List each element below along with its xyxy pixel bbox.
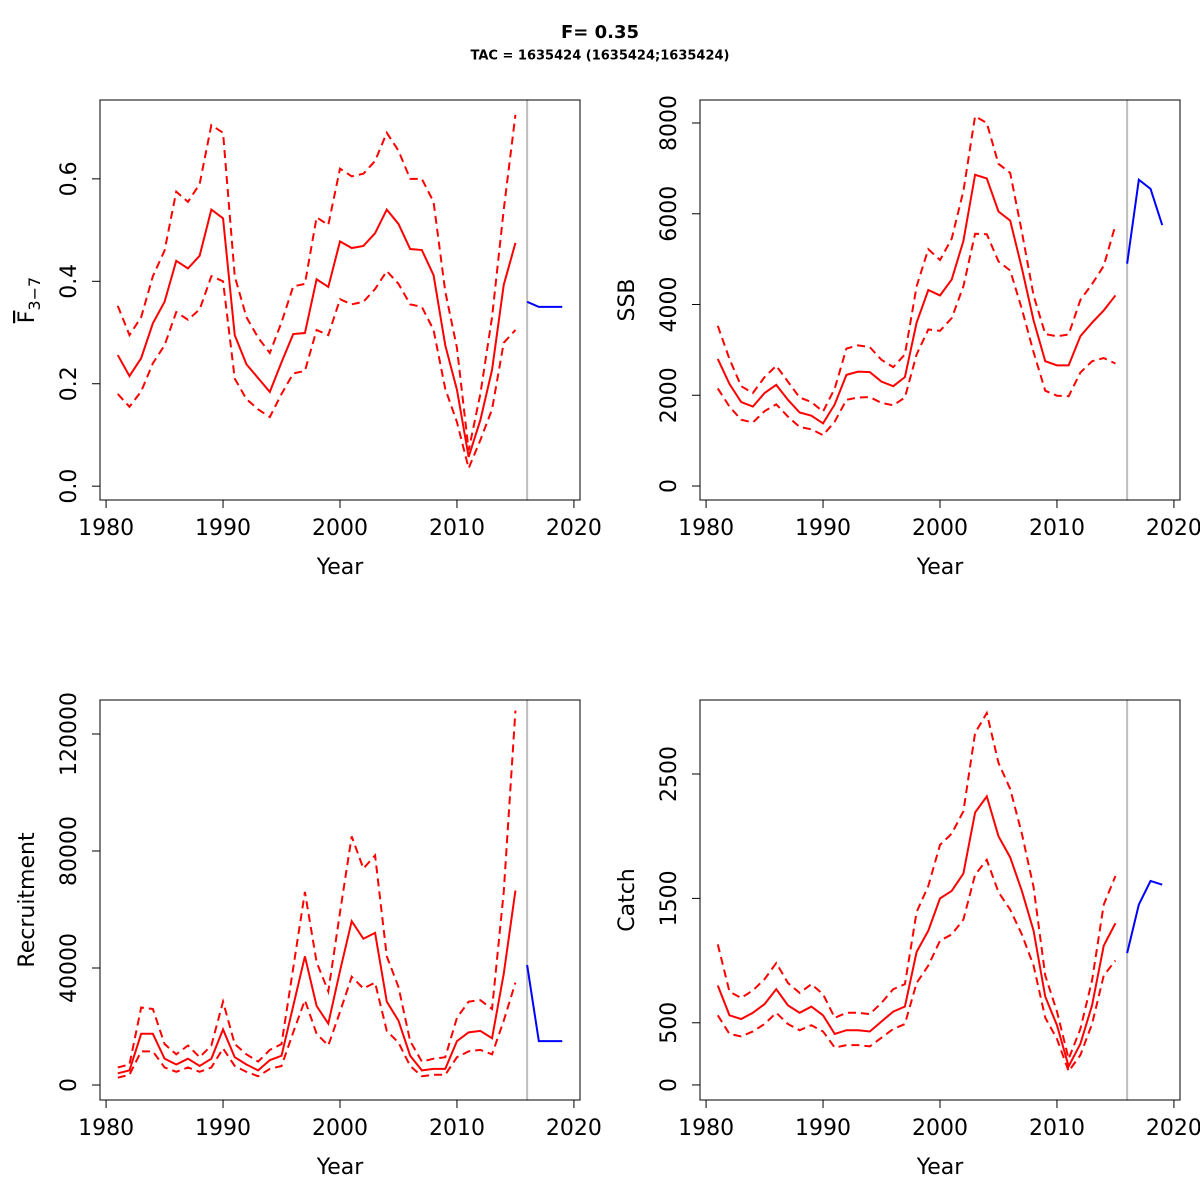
- y-axis-label: Catch: [615, 868, 640, 932]
- y-tick-label: 40000: [57, 933, 82, 1003]
- y-axis-label: F3−7: [15, 277, 44, 323]
- x-tick-label: 1980: [78, 516, 134, 541]
- x-tick-label: 1980: [678, 1116, 734, 1141]
- x-tick-label: 1990: [195, 1116, 251, 1141]
- y-axis-label-main: F: [15, 311, 40, 324]
- y-axis-label-main: Catch: [615, 868, 640, 932]
- x-tick-label: 1980: [78, 1116, 134, 1141]
- plot-frame: [699, 699, 1181, 1101]
- x-tick-label: 1980: [678, 516, 734, 541]
- y-axis-label-sub: 3−7: [25, 277, 44, 311]
- x-tick-label: 2000: [312, 1116, 368, 1141]
- x-tick-label: 2010: [429, 1116, 485, 1141]
- series-line: [1126, 177, 1164, 264]
- x-tick-label: 2010: [1029, 516, 1085, 541]
- x-axis-label: Year: [316, 555, 365, 580]
- x-tick-label: 2010: [429, 516, 485, 541]
- y-tick-label: 2500: [657, 746, 682, 802]
- series-line: [116, 207, 517, 458]
- y-tick-label: 0.6: [57, 161, 82, 196]
- series-line: [716, 710, 1117, 1063]
- series-line: [716, 794, 1117, 1069]
- x-tick-label: 2020: [546, 516, 602, 541]
- y-tick-label: 0.0: [57, 469, 82, 504]
- plot-frame: [699, 99, 1181, 501]
- series-line: [117, 269, 517, 472]
- y-tick-label: 0.4: [57, 264, 82, 299]
- y-tick-label: 0: [657, 1078, 682, 1092]
- plot-frame: [99, 699, 581, 1101]
- x-tick-label: 2020: [1146, 1116, 1200, 1141]
- y-axis-label: SSB: [615, 278, 640, 321]
- x-tick-label: 2020: [546, 1116, 602, 1141]
- series-line: [117, 974, 517, 1079]
- y-axis-label-main: Recruitment: [15, 832, 40, 968]
- y-tick-label: 8000: [657, 95, 682, 151]
- series-line: [117, 890, 517, 1075]
- series-line: [526, 300, 563, 308]
- x-axis-label: Year: [916, 555, 965, 580]
- x-tick-label: 1990: [195, 516, 251, 541]
- y-tick-label: 120000: [57, 692, 82, 776]
- x-tick-label: 2000: [912, 1116, 968, 1141]
- series-line: [716, 173, 1117, 425]
- x-tick-label: 2000: [312, 516, 368, 541]
- chart-title: F= 0.35: [561, 22, 639, 43]
- x-axis-label: Year: [316, 1155, 365, 1180]
- series-line: [716, 232, 1116, 437]
- x-tick-label: 2010: [1029, 1116, 1085, 1141]
- y-tick-label: 0.2: [57, 366, 82, 401]
- x-tick-label: 1990: [795, 1116, 851, 1141]
- y-tick-label: 0: [57, 1078, 82, 1092]
- x-tick-label: 1990: [795, 516, 851, 541]
- y-tick-label: 4000: [657, 277, 682, 333]
- y-tick-label: 2000: [657, 367, 682, 423]
- x-tick-label: 2000: [912, 516, 968, 541]
- chart-subtitle: TAC = 1635424 (1635424;1635424): [471, 49, 730, 64]
- y-tick-label: 6000: [657, 186, 682, 242]
- x-axis-label: Year: [916, 1155, 965, 1180]
- series-line: [526, 964, 563, 1043]
- series-line: [117, 710, 517, 1069]
- x-tick-label: 2020: [1146, 516, 1200, 541]
- y-tick-label: 500: [657, 1002, 682, 1044]
- y-tick-label: 1500: [657, 870, 682, 926]
- plot-frame: [99, 99, 581, 501]
- y-tick-label: 0: [657, 479, 682, 493]
- y-axis-label-main: SSB: [615, 278, 640, 321]
- y-tick-label: 80000: [57, 816, 82, 886]
- series-line: [116, 114, 517, 451]
- series-line: [716, 857, 1117, 1074]
- series-line: [716, 114, 1117, 414]
- y-axis-label: Recruitment: [15, 832, 40, 968]
- series-line: [1126, 879, 1163, 954]
